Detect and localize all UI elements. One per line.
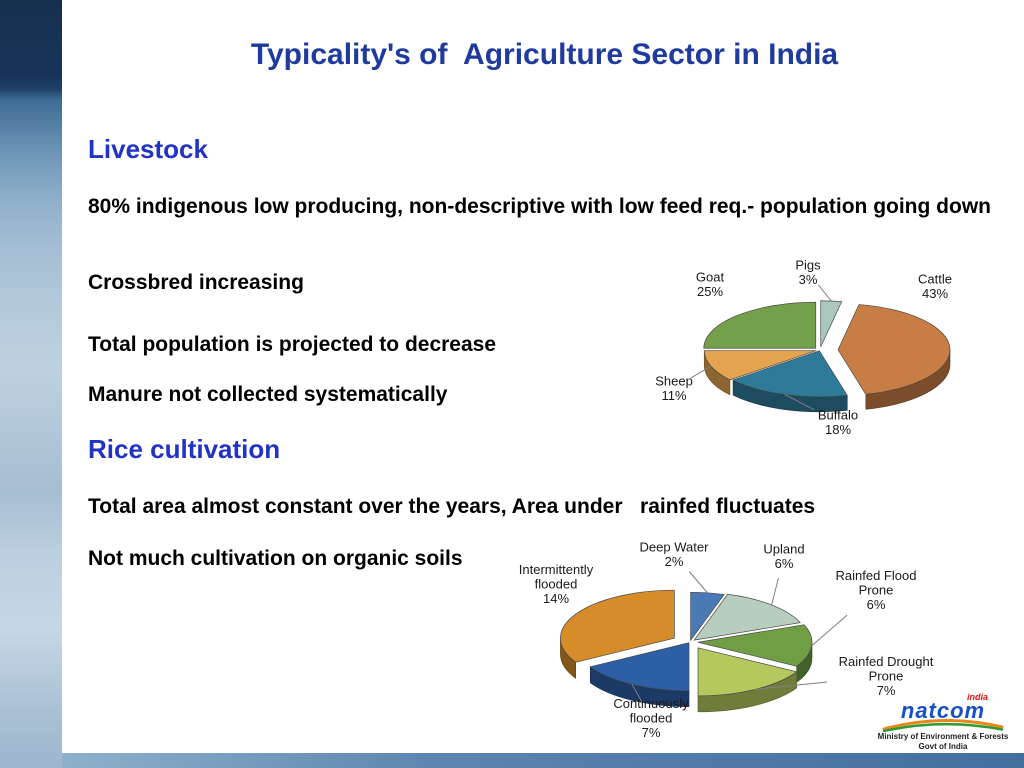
- text-livestock-overview: 80% indigenous low producing, non-descri…: [88, 195, 991, 218]
- pie-label: Upland 6%: [763, 541, 804, 571]
- label-leader-line: [688, 571, 708, 594]
- logo-ministry-line1: Ministry of Environment & Forests: [877, 732, 1009, 741]
- pie-slice-cattle: [837, 304, 951, 395]
- pie-label: Deep Water 2%: [640, 539, 710, 569]
- text-manure: Manure not collected systematically: [88, 383, 448, 406]
- pie-label: Cattle 43%: [918, 271, 952, 301]
- livestock-pie-chart: Pigs 3% Cattle 43% Buffalo 18% Sheep 11% Goat 25%: [655, 257, 952, 437]
- heading-livestock: Livestock: [88, 134, 208, 164]
- pie-label: Rainfed Flood Prone 6%: [836, 568, 917, 612]
- logo-ministry-line2: Govt of India: [918, 742, 968, 751]
- label-leader-line: [771, 577, 779, 606]
- pie-label: Continuously flooded 7%: [613, 696, 689, 740]
- label-leader-line: [631, 684, 643, 704]
- pie-label: Buffalo 18%: [818, 407, 858, 437]
- label-leader-line: [690, 365, 712, 379]
- slide-title: Typicality's of Agriculture Sector in In…: [250, 38, 839, 71]
- label-leader-line: [811, 614, 848, 647]
- text-rice-organic: Not much cultivation on organic soils: [88, 547, 463, 570]
- pie-label: Pigs 3%: [795, 257, 821, 287]
- logo-swoosh-icon: [882, 719, 1004, 732]
- text-crossbred: Crossbred increasing: [88, 271, 304, 294]
- logo-india-text: india: [966, 692, 988, 703]
- pie-label: Rainfed Drought Prone 7%: [839, 654, 934, 698]
- pie-slice-continuously-flooded: [589, 642, 690, 692]
- left-decoration-strip: [0, 0, 62, 768]
- text-population-projection: Total population is projected to decreas…: [88, 333, 497, 356]
- rice-pie-chart: Deep Water 2% Upland 6% Rainfed Flood Prone 6%…: [519, 539, 934, 740]
- pie-label: Goat 25%: [696, 269, 725, 299]
- pie-slice-upland: [693, 593, 801, 641]
- pie-label: Intermittently flooded 14%: [519, 562, 594, 606]
- text-rice-area: Total area almost constant over the year…: [88, 495, 816, 518]
- pie-slice-sheep: [703, 350, 817, 381]
- heading-rice: Rice cultivation: [88, 434, 281, 464]
- pie-slice-goat: [703, 301, 817, 349]
- pie-label: Sheep 11%: [655, 373, 693, 403]
- label-leader-line: [754, 681, 828, 690]
- label-leader-line: [784, 394, 815, 411]
- natcom-logo: india natcom Ministry of Environment & F…: [868, 692, 1018, 752]
- pie-slice-pigs: [820, 300, 843, 347]
- logo-natcom-text: natcom: [900, 698, 986, 724]
- pie-slice-intermittently-flooded: [560, 589, 675, 663]
- bottom-decoration-bar: [62, 753, 1024, 768]
- label-leader-line: [818, 284, 832, 302]
